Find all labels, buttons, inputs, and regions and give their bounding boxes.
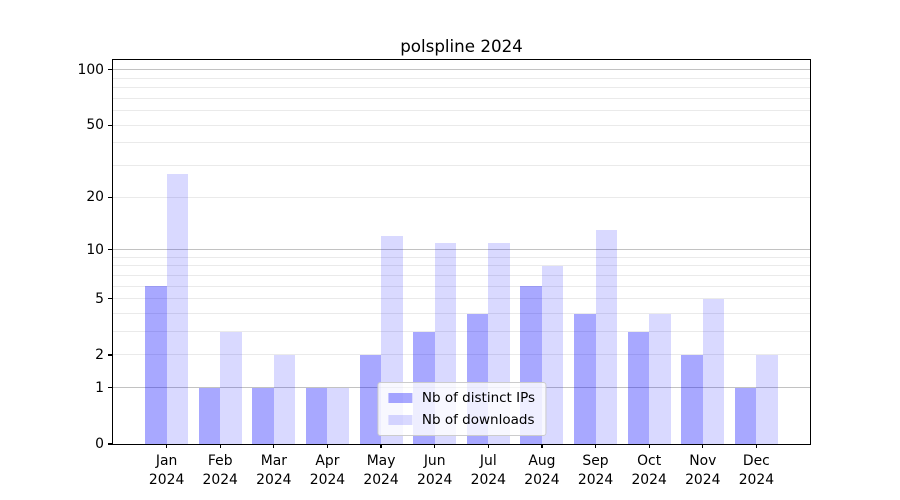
y-tick bbox=[108, 249, 113, 251]
bar-downloads bbox=[166, 173, 189, 444]
x-tick-label: Jul 2024 bbox=[470, 453, 506, 488]
bar-downloads bbox=[702, 298, 725, 444]
gridline-major bbox=[113, 249, 810, 251]
gridline-major bbox=[113, 69, 810, 71]
x-tick-label: Jan 2024 bbox=[148, 453, 185, 488]
gridline-minor bbox=[113, 97, 810, 99]
x-tick bbox=[326, 444, 329, 448]
gridline-minor bbox=[113, 354, 810, 356]
y-tick bbox=[108, 124, 113, 126]
bar-ips bbox=[574, 313, 596, 444]
bar-ips bbox=[681, 354, 703, 444]
gridline-minor bbox=[113, 313, 810, 315]
x-tick bbox=[755, 444, 757, 448]
y-tick-label: 5 bbox=[95, 290, 104, 307]
gridline-minor bbox=[113, 331, 810, 333]
legend: Nb of distinct IPs Nb of downloads bbox=[376, 382, 547, 436]
gridline-minor bbox=[113, 142, 810, 144]
x-tick bbox=[434, 444, 436, 448]
gridline-minor bbox=[113, 285, 810, 287]
y-tick-label: 50 bbox=[86, 117, 104, 134]
gridline-minor bbox=[113, 110, 810, 112]
legend-label: Nb of downloads bbox=[421, 412, 535, 428]
x-tick-label: Apr 2024 bbox=[309, 453, 346, 488]
gridline-minor bbox=[113, 124, 810, 126]
bar-ips bbox=[305, 387, 328, 444]
y-tick-label: 1 bbox=[95, 379, 104, 396]
chart-title: polspline 2024 bbox=[400, 36, 523, 56]
gridline-minor bbox=[113, 196, 810, 198]
gridline-minor bbox=[113, 87, 810, 89]
x-tick bbox=[219, 444, 221, 448]
y-tick bbox=[108, 298, 113, 300]
x-tick bbox=[594, 444, 597, 448]
bar-downloads bbox=[756, 354, 778, 444]
x-tick-label: May 2024 bbox=[363, 453, 399, 488]
bar-downloads bbox=[327, 387, 349, 444]
bar-ips bbox=[627, 331, 650, 444]
bar-ips bbox=[359, 354, 382, 444]
gridline-minor bbox=[113, 298, 810, 300]
x-tick-label: Feb 2024 bbox=[202, 453, 238, 488]
y-tick bbox=[108, 69, 113, 71]
gridline-minor bbox=[113, 77, 810, 79]
x-tick-label: Dec 2024 bbox=[738, 453, 775, 488]
gridline-minor bbox=[113, 274, 810, 276]
y-tick bbox=[108, 196, 113, 198]
x-tick-label: Nov 2024 bbox=[685, 453, 721, 488]
bar-ips bbox=[198, 387, 221, 444]
gridline-minor bbox=[113, 265, 810, 267]
x-tick-label: Oct 2024 bbox=[631, 453, 667, 488]
gridline-minor bbox=[113, 165, 810, 167]
x-tick-label: Jun 2024 bbox=[417, 453, 453, 488]
legend-swatch-ips bbox=[387, 393, 412, 403]
y-tick bbox=[108, 354, 113, 356]
x-tick bbox=[541, 444, 543, 448]
legend-item: Nb of distinct IPs bbox=[387, 390, 536, 406]
legend-swatch-downloads bbox=[387, 415, 412, 425]
y-tick-label: 0 bbox=[95, 436, 104, 452]
y-tick-label: 100 bbox=[77, 61, 104, 78]
x-tick-label: Sep 2024 bbox=[577, 453, 614, 488]
x-tick bbox=[273, 444, 275, 448]
y-tick-label: 2 bbox=[95, 346, 104, 363]
y-tick-label: 20 bbox=[86, 189, 104, 206]
bar-downloads bbox=[273, 354, 296, 444]
x-tick bbox=[648, 444, 650, 448]
bar-downloads bbox=[541, 265, 564, 444]
bar-downloads bbox=[649, 313, 671, 444]
y-tick-label: 10 bbox=[86, 241, 104, 258]
y-tick bbox=[108, 443, 113, 445]
x-tick bbox=[702, 444, 704, 448]
x-tick bbox=[487, 444, 489, 448]
plot-area: Jan 2024 Feb 2024 Mar 2024 Apr 2024 May 2024 Jun 20… bbox=[77, 59, 811, 488]
x-tick bbox=[166, 444, 168, 448]
x-tick-label: Aug 2024 bbox=[524, 453, 560, 488]
bar-downloads bbox=[595, 230, 618, 444]
x-tick-label: Mar 2024 bbox=[256, 453, 292, 488]
legend-item: Nb of downloads bbox=[387, 412, 535, 428]
bar-downloads bbox=[220, 331, 242, 444]
bar-ips bbox=[252, 387, 274, 444]
x-tick bbox=[380, 444, 382, 448]
bar-ips bbox=[145, 286, 167, 444]
legend-label: Nb of distinct IPs bbox=[421, 390, 536, 406]
bar-ips bbox=[734, 387, 757, 444]
y-tick bbox=[108, 387, 113, 389]
gridline-minor bbox=[113, 256, 810, 258]
